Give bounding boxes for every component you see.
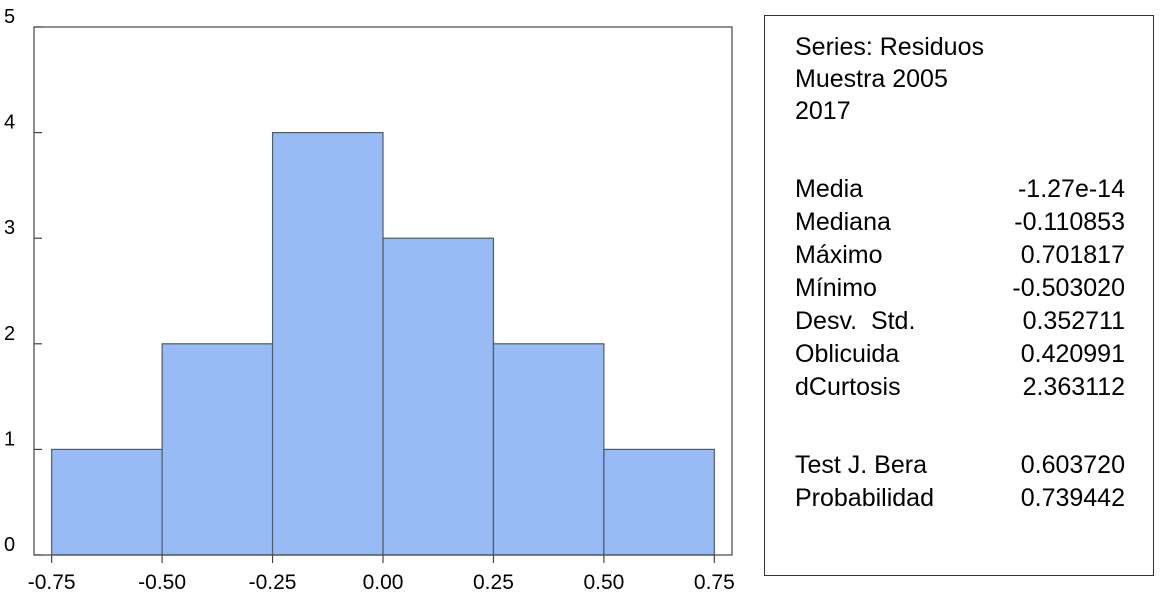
- histogram-bars: [51, 132, 715, 556]
- histogram-bar-6: [603, 448, 715, 556]
- stat-value-skewness: 0.420991: [1020, 340, 1125, 368]
- stat-value-std-dev: 0.352711: [1022, 307, 1125, 335]
- stat-label-min: Mínimo: [795, 274, 877, 302]
- stat-label-skewness: Oblicuida: [795, 340, 900, 368]
- stat-value-mean: -1.27e-14: [1017, 175, 1125, 203]
- histogram-bar-1: [51, 448, 163, 556]
- y-tick-label: 1: [4, 428, 15, 450]
- y-tick-label: 3: [4, 217, 15, 239]
- x-tick-label: 0.00: [363, 571, 404, 594]
- histogram-bar-4: [382, 237, 495, 556]
- x-tick-label: -0.25: [249, 571, 297, 594]
- stat-label-kurtosis: dCurtosis: [795, 373, 901, 401]
- stat-label-probability: Probabilidad: [795, 484, 934, 512]
- series-name: Series: Residuos: [795, 33, 984, 61]
- histogram-axes: -0.75 -0.50 -0.25 0.00 0.25 0.50 0.75 0 1 2 3 4 5: [4, 6, 735, 594]
- y-tick-label: 5: [4, 6, 15, 28]
- y-tick-label: 0: [4, 534, 15, 556]
- x-tick-label: 0.25: [473, 571, 514, 594]
- sample-range-start: Muestra 2005: [795, 65, 948, 93]
- x-tick-label: -0.50: [138, 571, 186, 594]
- stat-value-kurtosis: 2.363112: [1022, 373, 1125, 401]
- stat-label-std-dev: Desv. Std.: [795, 307, 916, 335]
- x-tick-label: 0.50: [583, 571, 624, 594]
- statistics-panel: Series: Residuos Muestra 2005 2017 Media…: [764, 15, 1154, 576]
- y-tick-label: 4: [4, 112, 15, 134]
- stat-value-probability: 0.739442: [1020, 484, 1125, 512]
- histogram-bar-2: [161, 343, 274, 556]
- sample-range-end: 2017: [795, 97, 851, 125]
- x-tick-label: -0.75: [28, 571, 76, 594]
- histogram-bar-3: [271, 132, 384, 556]
- stat-value-median: -0.110853: [1014, 208, 1125, 236]
- stat-label-median: Mediana: [795, 208, 891, 236]
- histogram-bar-5: [492, 343, 605, 556]
- stat-value-min: -0.503020: [1012, 274, 1125, 302]
- stat-label-mean: Media: [795, 175, 864, 203]
- x-tick-label: 0.75: [694, 571, 735, 594]
- stat-value-max: 0.701817: [1020, 241, 1125, 269]
- stat-label-max: Máximo: [795, 241, 883, 269]
- y-tick-label: 2: [4, 323, 15, 345]
- histogram-chart: -0.75 -0.50 -0.25 0.00 0.25 0.50 0.75 0 1 2 3 4 5: [4, 6, 735, 594]
- stat-label-jarque-bera: Test J. Bera: [795, 451, 927, 479]
- stat-value-jarque-bera: 0.603720: [1020, 451, 1125, 479]
